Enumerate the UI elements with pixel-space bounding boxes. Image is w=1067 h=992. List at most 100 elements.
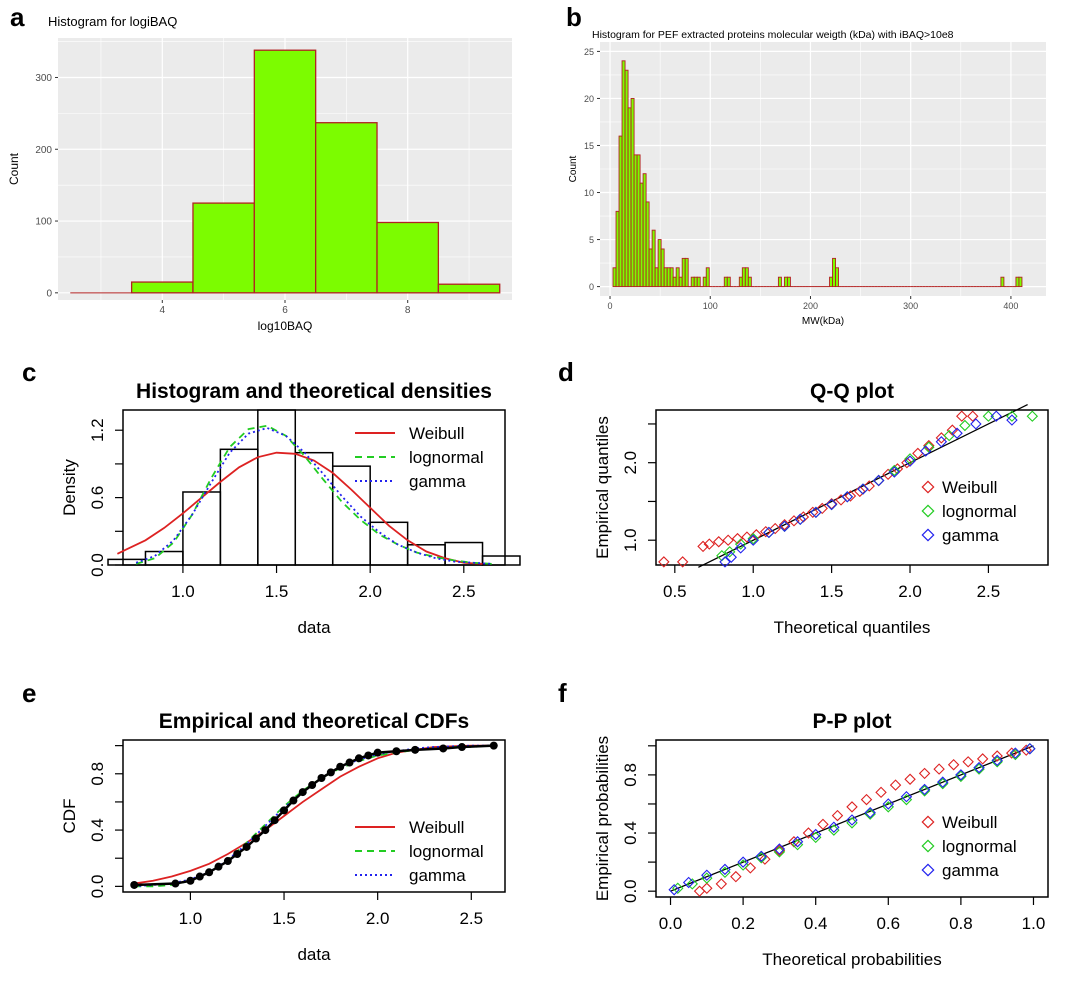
y-tick-label: 5 bbox=[589, 235, 594, 245]
histogram-bar bbox=[636, 154, 641, 288]
histogram-bar bbox=[684, 257, 689, 288]
point-lognormal bbox=[755, 852, 767, 864]
point-weibull bbox=[750, 529, 763, 541]
y-tick-label: 0 bbox=[46, 288, 52, 299]
x-axis-label: log10BAQ bbox=[258, 319, 313, 333]
legend-label-weibull: Weibull bbox=[942, 813, 997, 832]
x-tick-label: 0 bbox=[608, 301, 613, 311]
empirical-cdf-point bbox=[336, 762, 345, 771]
point-weibull bbox=[773, 844, 786, 857]
histogram-bar bbox=[615, 210, 620, 288]
histogram-bar bbox=[783, 276, 788, 288]
point-lognormal bbox=[955, 770, 967, 783]
point-gamma bbox=[1024, 742, 1036, 755]
x-tick-label: 0.4 bbox=[804, 914, 828, 933]
y-axis-label: Count bbox=[568, 155, 579, 182]
chart-title: Histogram for PEF extracted proteins mol… bbox=[592, 29, 954, 41]
plot-frame bbox=[655, 739, 1049, 898]
histogram-mw-chart: 0 100 200 300 400 0 5 10 15 20 25 Histogram for PEF… bbox=[568, 29, 1046, 327]
point-gamma bbox=[810, 506, 822, 519]
x-tick-label: 1.0 bbox=[741, 582, 765, 601]
point-weibull bbox=[831, 809, 844, 822]
point-lognormal bbox=[723, 546, 736, 558]
point-weibull bbox=[676, 556, 689, 568]
point-lognormal bbox=[991, 756, 1003, 768]
chart-title: Q-Q plot bbox=[810, 380, 894, 403]
point-gamma bbox=[882, 798, 895, 810]
x-tick-label: 1.5 bbox=[272, 909, 296, 928]
point-gamma bbox=[937, 776, 949, 788]
point-weibull bbox=[658, 556, 670, 568]
point-weibull bbox=[807, 506, 819, 519]
histogram-bar bbox=[681, 257, 686, 288]
empirical-cdf-point bbox=[280, 806, 289, 815]
panel-letter-f: f bbox=[558, 678, 567, 708]
legend-label-lognormal: lognormal bbox=[942, 837, 1017, 856]
y-tick-label: 1.0 bbox=[621, 528, 640, 552]
histogram-bar bbox=[618, 135, 623, 288]
point-lognormal bbox=[973, 763, 985, 775]
histogram-bar bbox=[624, 69, 629, 288]
y-axis-label: CDF bbox=[60, 799, 79, 834]
x-tick-label: 0.5 bbox=[663, 582, 687, 601]
plot-frame bbox=[122, 739, 506, 893]
x-tick-label: 0.2 bbox=[731, 914, 755, 933]
y-tick-label: 0.0 bbox=[88, 875, 107, 899]
x-tick-label: 6 bbox=[282, 305, 288, 316]
point-gamma bbox=[864, 806, 876, 819]
empirical-cdf-point bbox=[171, 879, 180, 888]
point-lognormal bbox=[719, 866, 731, 879]
point-gamma bbox=[719, 863, 731, 876]
y-tick-label: 0.8 bbox=[621, 763, 640, 787]
histogram-bar bbox=[654, 267, 659, 288]
point-gamma bbox=[828, 821, 840, 833]
point-gamma bbox=[778, 520, 791, 532]
x-tick-label: 2.5 bbox=[452, 582, 476, 601]
histogram-bar bbox=[741, 267, 746, 288]
x-axis-label: data bbox=[297, 945, 331, 964]
density-bar bbox=[369, 521, 409, 566]
y-tick-label: 0.8 bbox=[88, 762, 107, 786]
panel-letter-b: b bbox=[566, 2, 582, 32]
y-tick-label: 0.4 bbox=[621, 821, 640, 845]
point-gamma bbox=[825, 498, 838, 511]
histogram-bar bbox=[723, 276, 728, 288]
point-lognormal bbox=[982, 410, 995, 422]
histogram-bar bbox=[633, 154, 638, 288]
histogram-bar bbox=[675, 267, 680, 288]
point-gamma bbox=[737, 856, 749, 868]
point-weibull bbox=[788, 836, 800, 848]
chart-title: Histogram and theoretical densities bbox=[136, 380, 492, 403]
point-lognormal bbox=[1009, 748, 1022, 761]
histogram-bar bbox=[777, 276, 782, 288]
point-lognormal bbox=[923, 441, 935, 453]
point-gamma bbox=[747, 534, 759, 546]
legend-marker-lognormal bbox=[921, 504, 935, 518]
plot-frame bbox=[655, 409, 1049, 566]
cdf-curve-weibull bbox=[134, 744, 491, 885]
point-gamma bbox=[719, 556, 731, 568]
empirical-cdf-point bbox=[289, 796, 298, 805]
empirical-cdf-point bbox=[214, 862, 223, 871]
point-weibull bbox=[875, 786, 887, 799]
point-weibull bbox=[976, 753, 989, 765]
empirical-cdf-point bbox=[457, 743, 466, 752]
point-lognormal bbox=[791, 838, 804, 851]
histogram-bar bbox=[648, 248, 653, 288]
y-tick-label: 100 bbox=[35, 217, 52, 228]
point-weibull bbox=[730, 870, 742, 883]
histogram-bar bbox=[192, 202, 255, 294]
point-lognormal bbox=[959, 419, 971, 432]
y-tick-label: 0 bbox=[589, 282, 594, 292]
empirical-cdf-point bbox=[270, 816, 279, 825]
x-tick-label: 400 bbox=[1003, 301, 1018, 311]
legend-label-weibull: Weibull bbox=[409, 818, 464, 837]
empirical-cdf-point bbox=[130, 880, 139, 889]
x-tick-label: 2.5 bbox=[459, 909, 483, 928]
histogram-bar bbox=[705, 267, 710, 288]
y-axis-label: Count bbox=[7, 152, 21, 185]
legend-marker-weibull bbox=[921, 480, 935, 494]
histogram-bar bbox=[693, 276, 698, 288]
y-tick-label: 1.2 bbox=[88, 418, 107, 442]
point-gamma bbox=[919, 445, 932, 457]
